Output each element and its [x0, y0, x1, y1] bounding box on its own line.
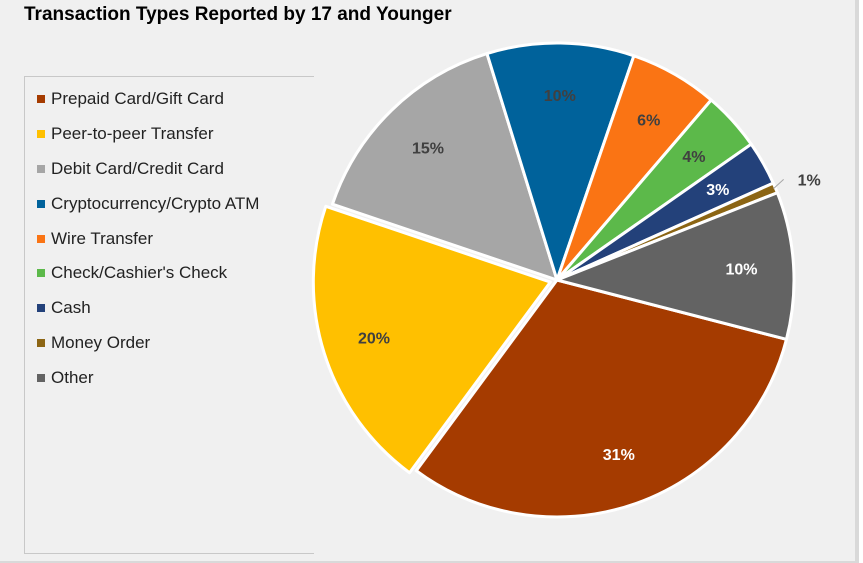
pie-slice [414, 278, 788, 519]
legend-swatch [37, 130, 45, 139]
legend-item: Money Order [37, 326, 314, 361]
legend-swatch [37, 95, 45, 104]
chart-legend: Prepaid Card/Gift Card Peer-to-peer Trans… [24, 76, 314, 554]
legend-item: Prepaid Card/Gift Card [37, 82, 314, 117]
legend-swatch [37, 373, 45, 382]
slice-label: 6% [637, 113, 660, 130]
pie-slice [555, 191, 796, 341]
legend-item: Other [37, 360, 314, 395]
legend-label: Debit Card/Credit Card [51, 158, 224, 178]
legend-item: Cash [37, 291, 314, 326]
legend-swatch [37, 164, 45, 173]
slice-label: 31% [603, 447, 635, 464]
pie-slice [485, 41, 636, 282]
legend-swatch [37, 234, 45, 243]
slice-label: 10% [725, 262, 757, 279]
slice-label: 10% [544, 88, 576, 105]
slice-label: 20% [358, 331, 390, 348]
pie-slice [311, 204, 552, 475]
legend-label: Other [51, 367, 94, 387]
pie-slice [330, 52, 559, 282]
legend-swatch [37, 304, 45, 313]
slice-label: 1% [798, 172, 821, 189]
legend-item: Wire Transfer [37, 221, 314, 256]
legend-item: Peer-to-peer Transfer [37, 117, 314, 152]
legend-label: Cryptocurrency/Crypto ATM [51, 193, 260, 213]
legend-label: Peer-to-peer Transfer [51, 124, 214, 144]
legend-label: Check/Cashier's Check [51, 263, 228, 283]
legend-label: Prepaid Card/Gift Card [51, 89, 224, 109]
legend-item: Check/Cashier's Check [37, 256, 314, 291]
slice-label: 3% [706, 182, 729, 199]
chart-title: Transaction Types Reported by 17 and You… [24, 4, 452, 25]
legend-swatch [37, 338, 45, 347]
legend-item: Cryptocurrency/Crypto ATM [37, 186, 314, 221]
leader-line [773, 178, 784, 190]
legend-label: Cash [51, 298, 91, 318]
legend-swatch [37, 269, 45, 278]
slice-label: 4% [682, 149, 705, 166]
legend-item: Debit Card/Credit Card [37, 152, 314, 187]
legend-swatch [37, 199, 45, 208]
legend-label: Wire Transfer [51, 228, 154, 248]
slice-label: 15% [412, 141, 444, 158]
legend-label: Money Order [51, 332, 151, 352]
